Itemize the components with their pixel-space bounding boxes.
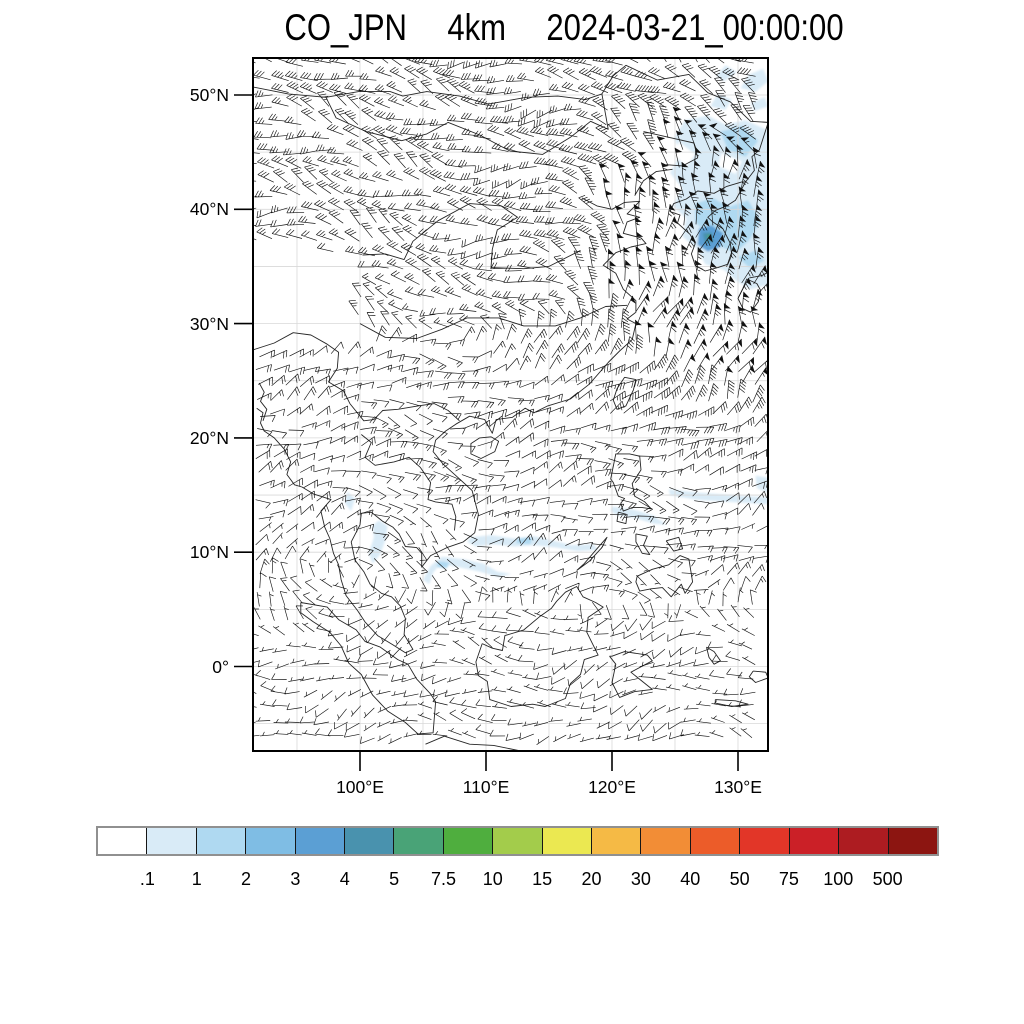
- wind-barb-pennants: [599, 107, 768, 376]
- x-tick-label-120E: 120°E: [588, 777, 636, 797]
- y-tick-label-20N: 20°N: [189, 427, 229, 448]
- co-patch: [344, 491, 355, 512]
- coastline: [616, 511, 628, 525]
- y-tick-label-10N: 10°N: [189, 542, 229, 563]
- y-tick-label-40N: 40°N: [189, 199, 229, 220]
- title-resolution: 4km: [447, 7, 507, 48]
- colorbar-label-4: 4: [339, 869, 350, 889]
- coastline: [706, 646, 721, 665]
- axis-ticks: [234, 94, 739, 771]
- colorbar-label-p1: .1: [139, 869, 155, 889]
- colorbar-cell-5: [344, 828, 394, 854]
- colorbar-cell-0: [98, 828, 147, 854]
- colorbar-label-40: 40: [680, 869, 701, 889]
- coastline: [748, 670, 768, 683]
- coastline: [610, 453, 652, 512]
- colorbar-label-75: 75: [778, 869, 799, 889]
- colorbar-label-50: 50: [729, 869, 750, 889]
- coastline: [258, 382, 268, 421]
- colorbar-cell-6: [393, 828, 443, 854]
- y-tick-label-30N: 30°N: [189, 313, 229, 334]
- map-inner: [253, 58, 768, 751]
- x-tick-label-130E: 130°E: [714, 777, 762, 797]
- coastline: [665, 536, 684, 552]
- co-patch: [750, 97, 768, 111]
- coastline: [475, 586, 604, 707]
- colorbar-cell-7: [442, 828, 493, 854]
- coastline: [669, 181, 746, 212]
- map-frame: [252, 57, 769, 752]
- graticule: [253, 58, 768, 751]
- colorbar-label-20: 20: [581, 869, 602, 889]
- co-patch: [740, 68, 768, 92]
- colorbar-cell-1: [146, 828, 196, 854]
- colorbar-label-15: 15: [532, 869, 553, 889]
- colorbar-cell-10: [591, 828, 641, 854]
- title-timestamp: 2024-03-21_00:00:00: [546, 7, 844, 48]
- plot-title: CO_JPN 4km 2024-03-21_00:00:00: [284, 7, 844, 49]
- co-patch: [710, 93, 732, 110]
- wind-barbs: [253, 58, 768, 745]
- coastline: [745, 122, 768, 183]
- colorbar: [96, 826, 939, 856]
- colorbar-cell-13: [739, 828, 789, 854]
- colorbar-label-100: 100: [823, 869, 854, 889]
- y-tick-label-0: 0°: [212, 656, 229, 677]
- coastline: [300, 602, 437, 735]
- colorbar-cell-4: [294, 828, 345, 854]
- co-patch: [675, 141, 696, 167]
- co-patch: [467, 535, 599, 552]
- coastline: [635, 533, 651, 555]
- colorbar-cell-3: [245, 828, 295, 854]
- co-patch: [755, 475, 768, 493]
- co-patch: [668, 489, 768, 505]
- colorbar-cell-12: [689, 828, 740, 854]
- colorbar-label-500: 500: [872, 869, 903, 889]
- coastline: [749, 271, 768, 279]
- colorbar-cell-2: [195, 828, 246, 854]
- colorbar-label-2: 2: [241, 869, 252, 889]
- x-tick-label-110E: 110°E: [462, 777, 510, 797]
- coastline: [253, 64, 768, 123]
- coastline: [669, 181, 746, 272]
- co-shading-layer: [344, 65, 768, 585]
- coastline: [325, 93, 609, 155]
- co-patch: [716, 65, 737, 82]
- coastline: [470, 436, 500, 459]
- colorbar-cell-9: [541, 828, 592, 854]
- y-tick-label-50N: 50°N: [189, 85, 229, 105]
- coastline: [253, 332, 460, 422]
- colorbar-cell-16: [887, 828, 937, 854]
- coastline: [362, 203, 581, 270]
- colorbar-cell-14: [788, 828, 839, 854]
- colorbar-label-3: 3: [290, 869, 301, 889]
- colorbar-label-5: 5: [389, 869, 400, 889]
- colorbar-cell-11: [640, 828, 690, 854]
- coastline: [635, 555, 694, 598]
- colorbar-label-7p5: 7.5: [430, 869, 456, 889]
- coastlines: [253, 64, 768, 751]
- colorbar-label-1: 1: [191, 869, 202, 889]
- x-tick-label-100E: 100°E: [336, 777, 384, 797]
- coastline: [576, 536, 608, 571]
- coastline: [609, 651, 653, 698]
- coastline: [359, 304, 628, 339]
- co-patch: [720, 125, 759, 157]
- title-variable: CO_JPN: [284, 7, 408, 48]
- coastline: [256, 197, 647, 654]
- colorbar-cell-15: [838, 828, 888, 854]
- colorbar-label-10: 10: [482, 869, 503, 889]
- colorbar-cell-8: [492, 828, 542, 854]
- coastline: [425, 735, 522, 751]
- co-patch: [436, 561, 450, 569]
- coastline: [737, 278, 762, 313]
- colorbar-label-30: 30: [630, 869, 651, 889]
- co-patch: [368, 520, 388, 564]
